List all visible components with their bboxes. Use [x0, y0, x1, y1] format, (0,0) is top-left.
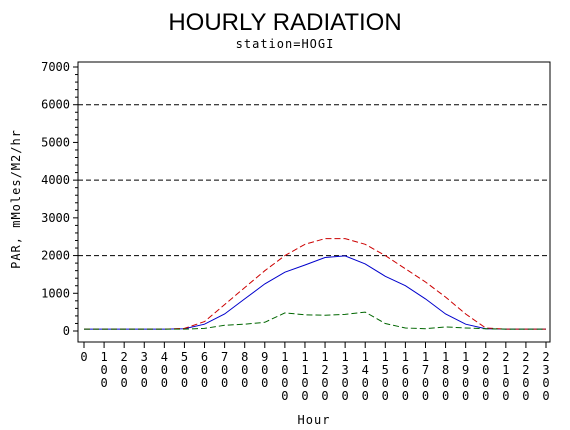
- x-axis: 0 1 0 0 2 0 0 3 0 0 4 0 0 5 0 0 6 0 0 7 0 0 8 0 0 9 0 0 1 0 0 0 1 1 0 0 1 2 0 0…: [80, 342, 550, 403]
- series-line-1: [84, 255, 546, 330]
- y-tick-label: 5000: [41, 135, 70, 149]
- series-line-2: [84, 238, 546, 330]
- y-tick-label: 2000: [41, 249, 70, 263]
- x-axis-label: Hour: [298, 413, 331, 427]
- reference-lines: [78, 104, 550, 257]
- series-line-3: [84, 311, 546, 330]
- plot-area-frame: [77, 61, 551, 343]
- series-layer: [84, 238, 546, 330]
- y-tick-label: 1000: [41, 286, 70, 300]
- x-tick-label: 0: [80, 350, 87, 364]
- y-tick-label: 6000: [41, 98, 70, 112]
- y-tick-label: 3000: [41, 211, 70, 225]
- y-tick-label: 7000: [41, 60, 70, 74]
- y-tick-label: 0: [63, 324, 70, 338]
- y-axis-label: PAR, mMoles/M2/hr: [9, 129, 23, 269]
- y-axis: 0 1000 2000 3000 4000 5000 6000 7000: [41, 60, 78, 338]
- chart-subtitle: station=HOGI: [236, 37, 335, 51]
- chart-title: HOURLY RADIATION: [168, 9, 401, 36]
- y-tick-label: 4000: [41, 173, 70, 187]
